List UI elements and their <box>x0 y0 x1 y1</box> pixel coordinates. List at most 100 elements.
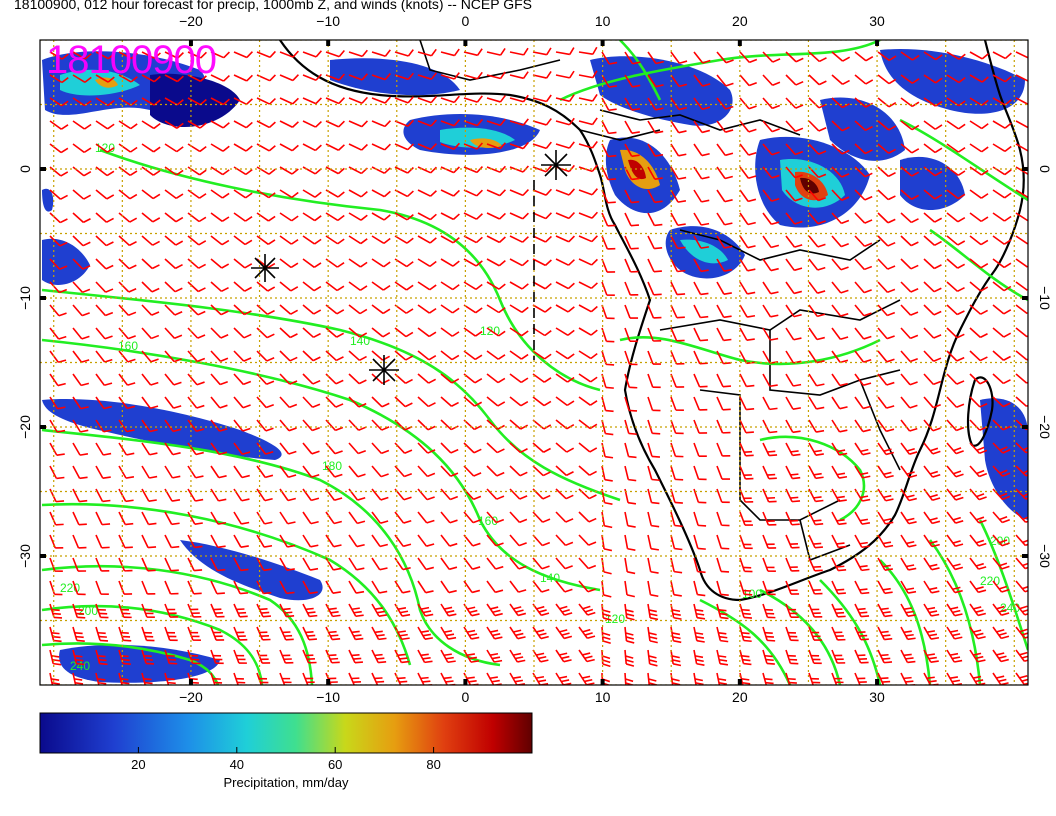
wind-barb <box>440 649 456 664</box>
wind-barb <box>394 396 413 408</box>
wind-barb <box>900 350 919 363</box>
wind-barb <box>95 511 111 526</box>
wind-barb <box>325 580 341 594</box>
asterisk-marker <box>369 355 399 385</box>
wind-barb <box>463 71 483 80</box>
wind-barb <box>969 672 986 685</box>
wind-barb <box>440 142 460 150</box>
wind-barb <box>164 304 183 316</box>
wind-barb <box>348 649 364 664</box>
lon-tick-label: −20 <box>179 689 203 705</box>
wind-barb <box>486 258 506 267</box>
wind-barb <box>95 603 109 619</box>
wind-barb <box>693 143 710 157</box>
wind-barb <box>831 580 846 595</box>
wind-barb <box>739 626 752 643</box>
wind-barb <box>555 235 575 243</box>
wind-barb <box>141 557 156 572</box>
wind-barb <box>302 212 322 222</box>
wind-barb <box>647 258 662 273</box>
wind-barb <box>785 511 800 526</box>
wind-barb <box>532 672 549 685</box>
wind-barb <box>509 235 529 243</box>
wind-barb <box>785 212 803 225</box>
wind-barb <box>463 511 481 524</box>
wind-barb <box>164 396 182 409</box>
wind-barb <box>716 672 727 685</box>
wind-barb <box>302 166 322 175</box>
wind-barb <box>578 46 598 56</box>
wind-barb <box>187 143 207 153</box>
wind-barb <box>693 580 706 597</box>
wind-barb <box>601 281 615 297</box>
wind-barb <box>72 235 91 247</box>
wind-barb <box>440 281 460 291</box>
wind-barb <box>532 235 552 243</box>
wind-barb <box>693 258 709 273</box>
wind-barb <box>417 189 437 197</box>
wind-barb <box>739 281 756 295</box>
wind-barb <box>371 120 391 128</box>
wind-barb <box>578 672 595 685</box>
wind-barb <box>463 396 483 407</box>
wind-barb <box>946 465 964 478</box>
wind-barb <box>72 603 86 619</box>
wind-barb <box>578 281 598 290</box>
wind-barb <box>371 281 391 291</box>
wind-barb <box>233 189 253 199</box>
wind-barb <box>325 143 345 151</box>
wind-barb <box>808 189 827 202</box>
wind-barb <box>348 96 369 104</box>
wind-barb <box>946 212 966 223</box>
wind-barb <box>923 511 941 525</box>
wind-barb <box>946 672 963 685</box>
wind-barb <box>923 488 941 501</box>
wind-barb <box>532 511 551 523</box>
wind-barb <box>164 580 179 595</box>
wind-barb <box>164 603 179 618</box>
wind-barb <box>624 97 641 111</box>
wind-barb <box>49 396 66 410</box>
wind-barb <box>854 281 872 294</box>
wind-barb <box>946 396 965 409</box>
wind-barb <box>256 235 276 245</box>
wind-barb <box>164 97 184 106</box>
wind-barb <box>670 327 685 342</box>
wind-barb <box>210 672 223 685</box>
wind-barb <box>95 534 110 549</box>
wind-barb <box>164 235 184 246</box>
wind-barb <box>49 534 64 549</box>
wind-barb <box>923 143 943 154</box>
wind-barb <box>164 327 183 340</box>
wind-barb <box>371 442 390 455</box>
wind-barb <box>693 120 711 134</box>
wind-barb <box>693 51 711 64</box>
wind-barb <box>302 327 321 339</box>
wind-barb <box>348 258 368 268</box>
wind-barb <box>486 48 506 56</box>
wind-barb <box>302 511 319 525</box>
wind-barb <box>325 50 345 58</box>
wind-barb <box>624 580 635 598</box>
wind-barb <box>647 557 659 574</box>
wind-barb <box>187 350 206 363</box>
wind-barb <box>348 626 364 641</box>
wind-barb <box>1015 258 1028 268</box>
wind-barb <box>854 626 869 641</box>
wind-barb <box>854 258 873 271</box>
wind-barb <box>325 212 345 222</box>
wind-barb <box>739 580 753 596</box>
wind-barb <box>854 51 874 62</box>
wind-barb <box>923 235 942 246</box>
wind-barb <box>417 511 435 524</box>
wind-barb <box>417 465 436 478</box>
wind-barb <box>854 511 871 525</box>
wind-barb <box>969 327 988 339</box>
wind-barb <box>440 672 456 685</box>
wind-barb <box>739 534 753 550</box>
wind-barb <box>210 235 230 246</box>
wind-barb <box>900 327 919 340</box>
wind-barb <box>1015 350 1028 361</box>
wind-barb <box>923 649 939 664</box>
wind-barb <box>555 580 573 593</box>
